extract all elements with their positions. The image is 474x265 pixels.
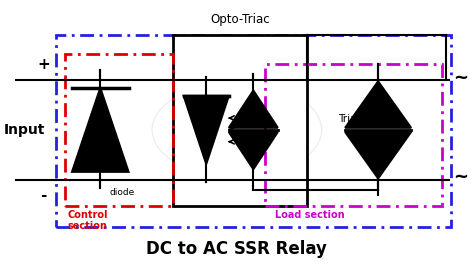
Bar <box>65 54 173 206</box>
Text: Load section: Load section <box>274 210 344 220</box>
Text: Input: Input <box>4 123 45 137</box>
Text: Opto-Triac: Opto-Triac <box>210 13 270 26</box>
Polygon shape <box>229 91 278 128</box>
Bar <box>265 64 442 206</box>
Text: Control
section: Control section <box>67 210 108 231</box>
Text: ~: ~ <box>454 68 468 86</box>
Polygon shape <box>183 96 229 164</box>
Text: +: + <box>37 57 50 72</box>
Text: -: - <box>41 188 47 202</box>
Bar <box>55 36 451 227</box>
Text: diode: diode <box>109 188 135 197</box>
Polygon shape <box>72 88 128 172</box>
Text: DC to AC SSR Relay: DC to AC SSR Relay <box>146 240 327 258</box>
Polygon shape <box>229 132 278 169</box>
Text: ~: ~ <box>454 168 468 186</box>
Bar <box>173 36 308 206</box>
Polygon shape <box>345 81 411 128</box>
Text: Triac: Triac <box>338 114 362 124</box>
Polygon shape <box>345 132 411 178</box>
